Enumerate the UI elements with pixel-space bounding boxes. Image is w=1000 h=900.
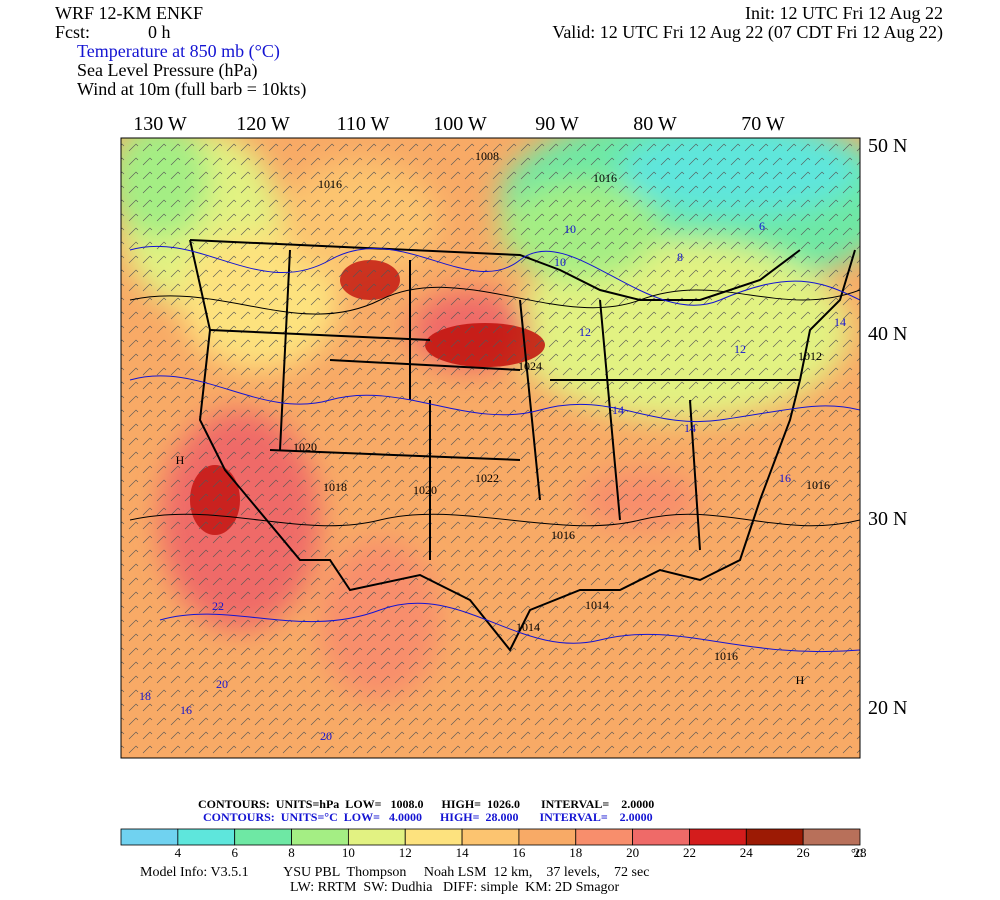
- colorbar-swatch: [575, 828, 634, 846]
- valid-time: Valid: 12 UTC Fri 12 Aug 22 (07 CDT Fri …: [552, 22, 943, 42]
- map-label: 6: [759, 219, 765, 233]
- forecast-hour: 0 h: [148, 22, 171, 42]
- latitude-label: 20 N: [868, 697, 907, 719]
- map-label: 1016: [318, 177, 342, 191]
- longitude-label: 110 W: [337, 113, 390, 135]
- map-label: 1014: [516, 620, 540, 634]
- init-time: Init: 12 UTC Fri 12 Aug 22: [744, 3, 943, 23]
- map-label: 1020: [413, 483, 437, 497]
- map-label: 1018: [323, 480, 347, 494]
- colorbar-swatch: [802, 828, 861, 846]
- map-label: 12: [734, 342, 746, 356]
- pressure-contours: [129, 286, 860, 527]
- colorbar-swatch: [177, 828, 236, 846]
- colorbar-swatch: [234, 828, 292, 846]
- map-label: 20: [216, 677, 228, 691]
- colorbar-swatch: [632, 828, 690, 846]
- map-label: 1016: [714, 649, 738, 663]
- latitude-label: 30 N: [868, 508, 907, 530]
- colorbar-label: 10: [342, 845, 355, 860]
- colorbar-swatch: [120, 828, 179, 846]
- colorbar-swatch: [745, 828, 804, 846]
- colorbar-label: 26: [797, 845, 811, 860]
- colorbar-label: 6: [231, 845, 238, 860]
- map-label: 10: [554, 255, 566, 269]
- colorbar-label: 14: [456, 845, 470, 860]
- footer-line1: Model Info: V3.5.1 YSU PBL Thompson Noah…: [140, 865, 650, 880]
- field-temperature: Temperature at 850 mb (°C): [77, 41, 280, 61]
- field-wind: Wind at 10m (full barb = 10kts): [77, 79, 307, 99]
- colorbar-swatch: [404, 828, 463, 846]
- map-label: 14: [684, 421, 696, 435]
- colorbar-label: 16: [512, 845, 526, 860]
- longitude-label: 70 W: [741, 113, 785, 135]
- map-label: 22: [212, 599, 224, 613]
- latitude-label: 50 N: [868, 135, 907, 157]
- temperature-contour-info: CONTOURS: UNITS=°C LOW= 4.0000 HIGH= 28.…: [203, 810, 653, 824]
- map-label: H: [796, 673, 805, 687]
- longitude-label: 120 W: [236, 113, 290, 135]
- colorbar-label: 20: [626, 845, 639, 860]
- map-label: 1016: [551, 528, 575, 542]
- map-label: 20: [320, 729, 332, 743]
- temperature-contours: [129, 245, 860, 653]
- colorbar-label: 28: [854, 845, 867, 860]
- map-label: 1016: [806, 478, 830, 492]
- colorbar-unit: °C: [851, 846, 864, 860]
- colorbar-swatch: [518, 828, 577, 846]
- forecast-label: Fcst:: [55, 22, 91, 42]
- map-label: 14: [612, 403, 624, 417]
- colorbar-swatch: [689, 828, 747, 846]
- map-label: 1024: [518, 359, 542, 373]
- map-label: 1008: [475, 149, 499, 163]
- model-name: WRF 12-KM ENKF: [55, 3, 204, 23]
- colorbar-label: 8: [288, 845, 295, 860]
- map-label: 1016: [593, 171, 617, 185]
- field-pressure: Sea Level Pressure (hPa): [77, 60, 258, 80]
- colorbar-label: 4: [175, 845, 182, 860]
- colorbar-label: 22: [683, 845, 696, 860]
- temperature-field: [121, 138, 860, 758]
- boundaries: [189, 239, 856, 652]
- longitude-label: 80 W: [633, 113, 677, 135]
- latitude-label: 40 N: [868, 323, 907, 345]
- longitude-label: 90 W: [535, 113, 579, 135]
- colorbar-label: 24: [740, 845, 754, 860]
- map-label: H: [176, 453, 185, 467]
- map-label: 10: [564, 222, 576, 236]
- map-label: 16: [180, 703, 192, 717]
- map-label: 8: [677, 250, 683, 264]
- colorbar-label: 12: [399, 845, 412, 860]
- map-label: 12: [579, 325, 591, 339]
- map-label: 16: [779, 471, 791, 485]
- longitude-label: 100 W: [433, 113, 487, 135]
- map-label: 1012: [798, 349, 822, 363]
- longitude-label: 130 W: [133, 113, 187, 135]
- colorbar-swatch: [347, 828, 406, 846]
- colorbar-swatch: [461, 828, 520, 846]
- footer-line2: LW: RRTM SW: Dudhia DIFF: simple KM: 2D …: [290, 880, 620, 895]
- map-frame: [120, 137, 861, 759]
- map-label: 1020: [293, 440, 317, 454]
- map-label: 1022: [475, 471, 499, 485]
- map-label: 18: [139, 689, 151, 703]
- map-label: 1014: [585, 598, 609, 612]
- map-label: 14: [834, 315, 846, 329]
- colorbar-label: 18: [569, 845, 582, 860]
- colorbar-swatch: [291, 828, 349, 846]
- pressure-contour-info: CONTOURS: UNITS=hPa LOW= 1008.0 HIGH= 10…: [198, 797, 655, 811]
